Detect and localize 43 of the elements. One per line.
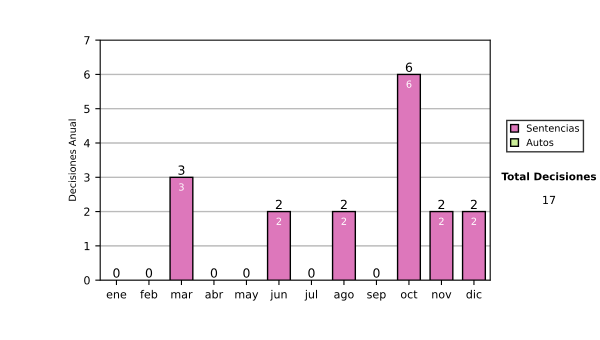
- total-label: 2: [276, 200, 282, 209]
- data-label: 2: [472, 218, 476, 225]
- total-label: 0: [113, 268, 120, 278]
- x-tick-label: jul: [304, 290, 318, 301]
- x-tick-label: nov: [432, 292, 452, 298]
- y-tick-label: 4: [84, 139, 90, 148]
- text: 17: [543, 196, 556, 204]
- data-label: 6: [406, 80, 412, 88]
- total-label: 0: [308, 268, 315, 278]
- total-label: 0: [243, 268, 250, 278]
- y-tick-label: 7: [84, 36, 90, 44]
- data-label: 2: [439, 218, 444, 225]
- y-tick-label: 1: [84, 242, 90, 250]
- total-label: 2: [438, 200, 444, 209]
- y-tick-label: 5: [84, 104, 90, 114]
- total-label: 0: [210, 268, 218, 278]
- x-tick-label: may: [235, 292, 258, 301]
- total-label: 0: [146, 268, 152, 278]
- total-label: 2: [340, 200, 347, 209]
- total-label: 3: [178, 165, 184, 175]
- legend-label: Sentencias: [526, 124, 580, 132]
- x-tick-label: dic: [466, 290, 482, 298]
- x-tick-label: ene: [106, 292, 126, 298]
- y-axis-title: Decisiones Anual: [68, 119, 76, 201]
- y-tick-label: 0: [84, 276, 90, 285]
- data-label: 3: [179, 183, 184, 191]
- text: Total Decisiones: [501, 172, 596, 180]
- x-tick-label: ago: [334, 292, 354, 301]
- x-tick-label: feb: [140, 290, 158, 298]
- total-label: 6: [406, 62, 412, 72]
- x-tick-label: sep: [367, 292, 386, 301]
- y-tick-label: 3: [84, 173, 90, 182]
- x-tick-label: oct: [400, 290, 418, 298]
- data-label: 2: [276, 218, 282, 225]
- legend-label: Autos: [526, 138, 554, 146]
- x-tick-label: jun: [270, 290, 287, 301]
- total-label: 0: [373, 268, 380, 278]
- y-tick-label: 6: [84, 70, 90, 79]
- data-label: 2: [342, 218, 346, 225]
- x-tick-label: mar: [171, 292, 193, 298]
- total-label: 2: [470, 200, 477, 209]
- y-tick-label: 2: [84, 208, 90, 216]
- x-tick-label: abr: [205, 290, 224, 298]
